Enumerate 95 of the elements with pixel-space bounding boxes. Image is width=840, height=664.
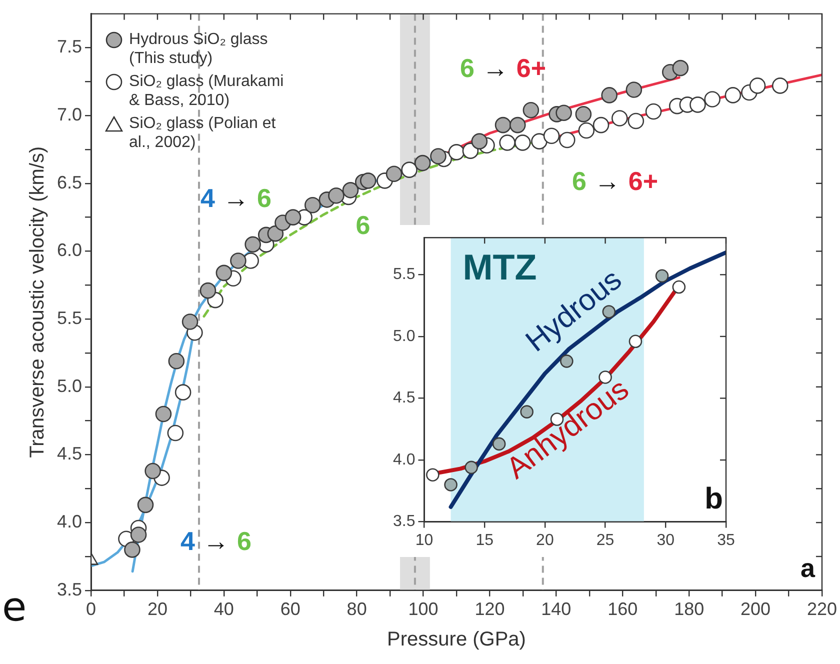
x-tick-label: 0	[86, 599, 96, 620]
point	[401, 162, 418, 178]
point	[244, 236, 261, 253]
annotation: 6 → 6+	[460, 53, 546, 84]
point	[430, 148, 446, 164]
point	[182, 314, 198, 330]
x-tick-label: 25	[596, 532, 614, 549]
point	[174, 384, 192, 400]
x-tick-label: 20	[147, 599, 168, 620]
point	[342, 182, 359, 198]
point	[655, 269, 669, 283]
annotation: 6 → 6+	[572, 166, 658, 196]
y-tick-label: 7.5	[56, 36, 82, 57]
y-tick-label: 3.5	[392, 513, 416, 530]
point	[137, 496, 154, 514]
point	[386, 166, 402, 182]
point	[772, 78, 788, 94]
text: e	[2, 584, 27, 630]
point	[167, 424, 184, 442]
x-tick-label: 180	[674, 599, 704, 620]
point	[155, 406, 172, 422]
point	[543, 128, 560, 144]
point	[168, 352, 185, 370]
legend-label: Hydrous SiO₂ glass (This study)	[129, 30, 269, 68]
x-tick-label: 10	[415, 532, 434, 549]
point	[611, 110, 628, 126]
point	[304, 196, 321, 214]
point	[626, 82, 642, 98]
y-tick-label: 3.5	[56, 579, 82, 600]
point	[426, 468, 440, 482]
y-tick-label: 5.0	[56, 376, 82, 396]
point	[645, 103, 662, 120]
point	[267, 225, 284, 242]
x-tick-label: 35	[717, 532, 735, 549]
point	[601, 87, 618, 104]
annotation: b	[704, 482, 723, 516]
point	[522, 102, 540, 118]
point	[471, 133, 488, 150]
x-tick-label: 40	[214, 599, 234, 620]
point	[672, 60, 689, 76]
point	[230, 252, 246, 269]
point	[328, 187, 344, 204]
point	[724, 87, 742, 104]
x-tick-label: 15	[476, 532, 494, 549]
point	[704, 91, 720, 108]
point	[628, 334, 642, 348]
y-tick-label: 4.5	[392, 390, 416, 407]
point	[284, 209, 302, 226]
x-axis-title: Pressure (GPa)	[387, 628, 526, 651]
point	[360, 172, 376, 189]
y-tick-label: 6.5	[56, 172, 82, 192]
point	[216, 264, 232, 282]
y-tick-label: 5.5	[392, 266, 416, 284]
annotation: 6	[356, 210, 370, 240]
point	[130, 526, 147, 543]
point	[444, 478, 458, 492]
legend-label: SiO₂ glass (Polian et al., 2002)	[129, 114, 277, 152]
x-tick-label: 160	[608, 599, 638, 620]
y-tick-label: 5.0	[392, 328, 416, 345]
x-tick-label: 80	[346, 599, 367, 620]
point	[492, 437, 506, 451]
point	[578, 122, 595, 139]
annotation: a	[800, 553, 816, 584]
x-tick-label: 30	[656, 532, 675, 549]
point	[575, 106, 592, 122]
x-tick-label: 200	[740, 599, 771, 620]
point	[749, 78, 766, 94]
point	[592, 116, 610, 134]
x-tick-label: 140	[541, 599, 572, 620]
y-tick-label: 4.0	[56, 512, 82, 532]
point	[464, 460, 478, 474]
legend-label: SiO₂ glass (Murakami & Bass, 2010)	[129, 72, 285, 110]
x-tick-label: 20	[536, 532, 554, 549]
y-tick-label: 7.0	[56, 104, 82, 125]
point	[144, 462, 161, 480]
x-tick-label: 220	[806, 599, 838, 620]
y-tick-label: 4.5	[56, 444, 82, 464]
point	[494, 116, 512, 134]
x-tick-label: 120	[474, 599, 505, 620]
point	[690, 96, 706, 113]
y-tick-label: 5.5	[56, 308, 82, 328]
point	[509, 116, 526, 134]
point	[560, 354, 574, 368]
point	[124, 542, 140, 558]
y-tick-label: 4.0	[392, 451, 416, 468]
point	[414, 154, 431, 172]
annotation: 4 → 6	[200, 183, 272, 214]
x-tick-label: 60	[280, 599, 300, 620]
point	[556, 104, 572, 121]
annotation: 4 → 6	[180, 526, 252, 556]
point	[598, 370, 612, 384]
y-tick-label: 6.0	[56, 240, 82, 260]
point	[200, 282, 216, 299]
y-axis-title: Transverse acoustic velocity (km/s)	[26, 146, 49, 458]
x-tick-label: 100	[408, 599, 438, 620]
